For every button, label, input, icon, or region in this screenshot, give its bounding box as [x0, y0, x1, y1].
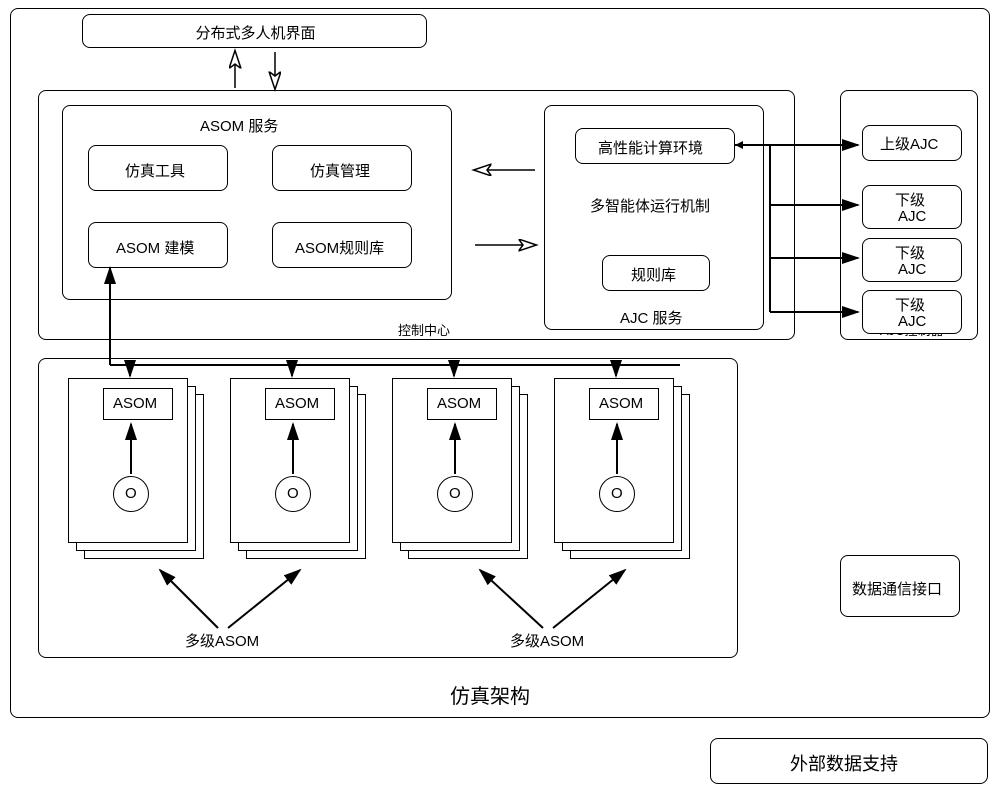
o-label: O — [125, 485, 137, 502]
o-label: O — [449, 485, 461, 502]
control-center-label: 控制中心 — [398, 320, 450, 339]
asom-item-0-label: 仿真工具 — [125, 160, 185, 181]
data-comm-label: 数据通信接口 — [852, 578, 942, 599]
ajc-item-2-label: 规则库 — [631, 264, 676, 285]
asom-stack-3: ASOM O — [554, 378, 689, 558]
asom-service-title: ASOM 服务 — [200, 115, 278, 136]
ajc-node-1-l1: 下级 — [895, 189, 925, 210]
ajc-node-3-l2: AJC — [898, 313, 926, 330]
ajc-node-3-l1: 下级 — [895, 294, 925, 315]
group-label-1: 多级ASOM — [510, 630, 584, 651]
asom-chip-label: ASOM — [599, 395, 643, 412]
external-data-label: 外部数据支持 — [790, 750, 898, 776]
ajc-node-2-l1: 下级 — [895, 242, 925, 263]
asom-item-3-label: ASOM规则库 — [295, 237, 384, 258]
top-banner-label: 分布式多人机界面 — [188, 22, 323, 43]
asom-chip-label: ASOM — [437, 395, 481, 412]
asom-item-1-label: 仿真管理 — [310, 160, 370, 181]
outer-title: 仿真架构 — [450, 680, 530, 709]
asom-chip-label: ASOM — [275, 395, 319, 412]
ajc-item-1-label: 多智能体运行机制 — [590, 195, 710, 216]
asom-stack-0: ASOM O — [68, 378, 203, 558]
ajc-service-title: AJC 服务 — [620, 307, 683, 328]
ajc-node-2-l2: AJC — [898, 261, 926, 278]
o-label: O — [611, 485, 623, 502]
group-label-0: 多级ASOM — [185, 630, 259, 651]
asom-stack-2: ASOM O — [392, 378, 527, 558]
o-label: O — [287, 485, 299, 502]
asom-item-2-label: ASOM 建模 — [116, 237, 194, 258]
ajc-node-0-label: 上级AJC — [880, 133, 938, 154]
ajc-node-1-l2: AJC — [898, 208, 926, 225]
ajc-item-0-label: 高性能计算环境 — [598, 137, 703, 158]
asom-stack-1: ASOM O — [230, 378, 365, 558]
asom-chip-label: ASOM — [113, 395, 157, 412]
